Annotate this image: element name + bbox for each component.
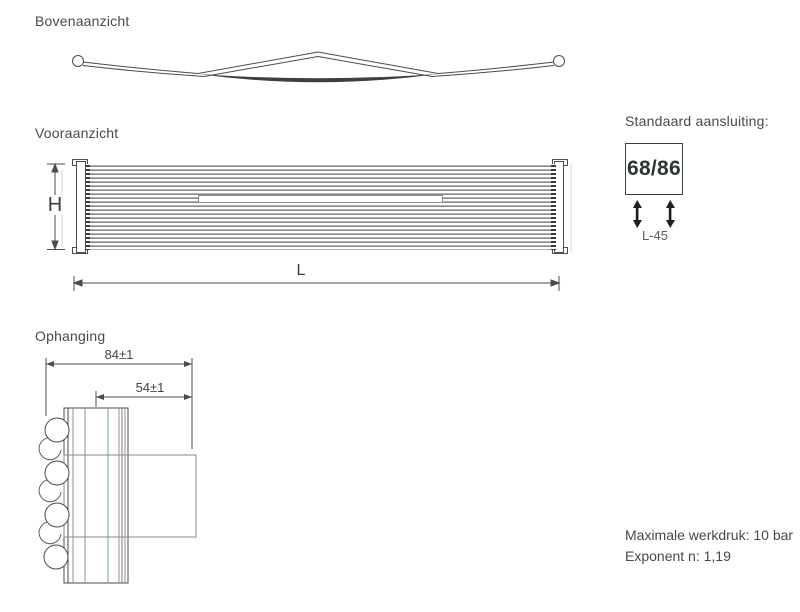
tube-cross-section <box>44 460 70 486</box>
inner-dimension-label: 54±1 <box>135 380 165 395</box>
connection-size-value: 68/86 <box>626 157 682 180</box>
curved-panel-inner-line <box>82 55 555 78</box>
front-view-label: Vooraanzicht <box>35 125 119 141</box>
dim54-arrow-right <box>184 394 192 400</box>
dim84-arrow-right <box>184 361 192 367</box>
max-pressure-text: Maximale werkdruk: 10 bar <box>625 527 794 543</box>
radiator-blank-panel <box>198 195 443 203</box>
side-profile-bar <box>63 407 129 584</box>
tube-ends-left <box>86 164 90 250</box>
mounting-label: Ophanging <box>35 328 106 344</box>
tube-cross-section <box>43 544 69 570</box>
curved-panel-shadow <box>198 74 438 83</box>
connection-size-box: 68/86 <box>625 143 683 195</box>
l-arrow-right <box>550 279 561 287</box>
tube-cross-section <box>44 417 70 443</box>
dim54-arrow-left <box>96 394 104 400</box>
wall-bracket-plate <box>63 454 197 538</box>
tube-ends-right <box>551 164 556 250</box>
connection-heading: Standaard aansluiting: <box>625 113 769 129</box>
exponent-text: Exponent n: 1,19 <box>625 548 731 564</box>
tube-cross-section <box>44 502 70 528</box>
connection-pitch-label: L-45 <box>641 228 669 243</box>
radiator-tubes <box>86 164 556 250</box>
l-arrow-left <box>72 279 83 287</box>
top-view-drawing <box>72 51 565 83</box>
h-arrow-down <box>51 240 59 251</box>
length-dimension-label: L <box>286 262 316 280</box>
height-dimension-label: H <box>44 195 66 215</box>
front-view-dimensions <box>47 162 572 291</box>
mounting-drawing <box>38 358 197 584</box>
top-view-label: Bovenaanzicht <box>35 13 130 29</box>
h-arrow-up <box>51 162 59 173</box>
flow-direction-arrows-icon <box>633 200 675 228</box>
outer-dimension-label: 84±1 <box>104 347 134 362</box>
curved-panel-outer-line <box>82 51 555 75</box>
end-connector-right <box>553 55 565 67</box>
dim84-arrow-left <box>46 361 54 367</box>
radiator-header-left <box>76 161 86 253</box>
end-connector-left <box>72 55 84 67</box>
